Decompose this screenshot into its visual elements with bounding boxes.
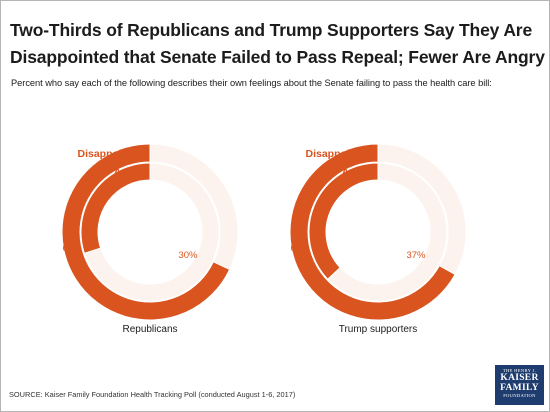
logo-line-4: FOUNDATION	[503, 393, 536, 398]
series-label-angry: Angry	[114, 167, 144, 179]
donut-segment-angry	[308, 162, 379, 280]
donut-chart-0: Disappointed Angry 68% 30% Republicans	[61, 143, 239, 335]
value-label-angry: 30%	[178, 250, 198, 261]
series-label-disappointed: Disappointed	[77, 148, 144, 160]
group-label: Republicans	[122, 324, 177, 335]
donut-segment-disappointed	[61, 143, 231, 321]
value-label-disappointed: 68%	[62, 243, 82, 254]
value-label-disappointed: 67%	[290, 243, 310, 254]
chart-subtitle: Percent who say each of the following de…	[11, 78, 492, 88]
donut-segment-angry	[80, 162, 151, 254]
logo-line-3: FAMILY	[500, 383, 539, 393]
series-label-disappointed: Disappointed	[305, 148, 372, 160]
donut-segment-disappointed	[289, 143, 456, 321]
chart-title: Two-Thirds of Republicans and Trump Supp…	[10, 20, 545, 67]
value-label-angry: 37%	[406, 250, 426, 261]
series-label-angry: Angry	[342, 167, 372, 179]
kff-logo: THE HENRY J. KAISER FAMILY FOUNDATION	[495, 365, 544, 405]
group-label: Trump supporters	[339, 324, 418, 335]
donut-chart-1: Disappointed Angry 67% 37% Trump supporters	[289, 143, 467, 335]
source-note: SOURCE: Kaiser Family Foundation Health …	[9, 390, 296, 399]
logo-line-2: KAISER	[500, 373, 539, 383]
logo-line-1: THE HENRY J.	[502, 368, 537, 373]
